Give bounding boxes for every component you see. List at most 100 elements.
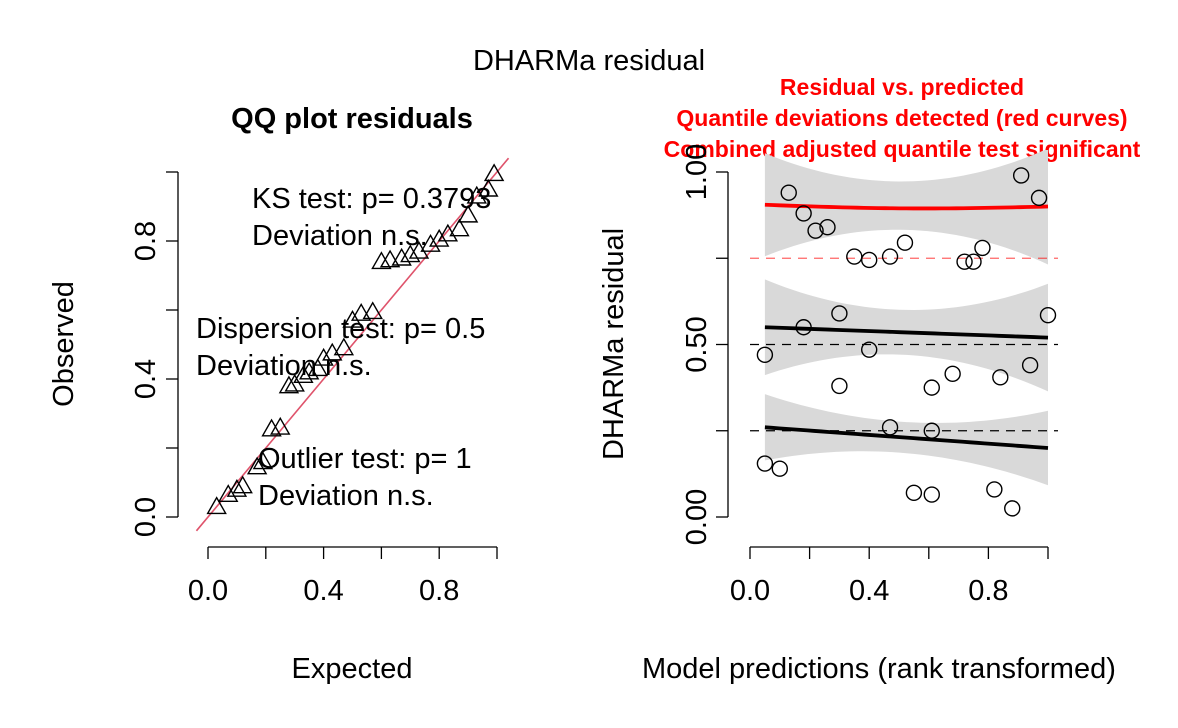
quantile-confidence-bands [764, 150, 1048, 486]
qq-y-tick-label: 0.4 [130, 359, 162, 399]
residual-point [756, 346, 774, 364]
qq-point [270, 416, 291, 435]
qq-x-axis: 0.0 0.4 0.8 [188, 546, 498, 607]
qq-point [342, 309, 363, 328]
residual-y-tick-label: 0.00 [681, 489, 713, 545]
residual-point [1039, 306, 1057, 324]
residual-point [780, 184, 797, 201]
residual-y-tick-label: 0.50 [681, 316, 713, 372]
qq-point [408, 240, 430, 259]
residual-point [1012, 167, 1030, 184]
qq-x-tick-label: 0.8 [419, 575, 459, 607]
qq-x-tick-label: 0.0 [188, 575, 228, 607]
qq-title: QQ plot residuals [231, 103, 473, 135]
quantile-fit-line [764, 202, 1049, 211]
residual-point [831, 305, 848, 322]
residual-point [881, 419, 899, 436]
residual-title-line-1: Residual vs. predicted [780, 74, 1024, 100]
qq-y-axis-label: Observed [48, 281, 80, 407]
residual-point [861, 341, 878, 358]
residual-point [1004, 500, 1021, 517]
qq-point [400, 244, 421, 263]
qq-y-tick-label: 0.8 [130, 221, 162, 261]
qq-point [379, 249, 401, 268]
figure-title: DHARMa residual [473, 45, 705, 77]
residual-point [807, 222, 824, 239]
qq-point [333, 337, 355, 356]
residual-point [1021, 357, 1039, 374]
residual-y-axis: 0.00 0.50 1.00 [681, 144, 729, 545]
residual-panel: Residual vs. predicted Quantile deviatio… [598, 74, 1141, 685]
residual-x-axis-label: Model predictions (rank transformed) [642, 653, 1116, 685]
residual-x-tick-label: 0.4 [849, 575, 889, 607]
residual-point [831, 377, 848, 395]
residual-point [923, 486, 940, 503]
dispersion-test-text: Dispersion test: p= 0.5 [196, 313, 485, 345]
qq-y-tick-label: 0.0 [130, 497, 162, 537]
residual-y-tick-label: 1.00 [681, 144, 713, 200]
residual-point [986, 481, 1003, 498]
residual-point [944, 365, 961, 383]
qq-point [252, 451, 274, 470]
qq-point [246, 456, 268, 475]
qq-points [206, 163, 505, 515]
residual-title-line-2: Quantile deviations detected (red curves… [676, 105, 1127, 131]
qq-point [350, 303, 372, 321]
residual-point [956, 253, 973, 270]
qq-point [284, 373, 305, 392]
residual-x-axis: 0.0 0.4 0.8 [730, 546, 1049, 607]
residual-point [923, 379, 940, 396]
qq-panel: QQ plot residuals 0.0 0.4 0.8 0.0 0.4 0.8 Ex… [48, 103, 510, 685]
residual-point [905, 484, 923, 502]
quantile-regression-lines [764, 202, 1049, 450]
qq-x-tick-label: 0.4 [303, 575, 343, 607]
residual-point [974, 239, 991, 257]
residual-point [965, 253, 982, 270]
residual-point [861, 251, 878, 269]
residual-points [756, 167, 1057, 517]
qq-point [278, 375, 300, 394]
residual-point [795, 319, 812, 336]
qq-point [313, 347, 334, 366]
residual-point [819, 218, 836, 236]
qq-reference-line-segment [195, 157, 510, 532]
residual-point [771, 460, 788, 477]
residual-x-tick-label: 0.8 [968, 575, 1008, 607]
qq-point [371, 251, 392, 270]
quantile-band [764, 394, 1048, 486]
residual-x-tick-label: 0.0 [730, 575, 770, 607]
ks-test-text: KS test: p= 0.3793 [252, 183, 491, 215]
qq-point [457, 204, 479, 223]
qq-point [449, 218, 470, 237]
qq-point [307, 358, 329, 377]
qq-point [428, 228, 450, 247]
qq-point [232, 475, 253, 494]
qq-point [391, 247, 412, 266]
dispersion-deviation-text: Deviation n.s. [196, 350, 372, 382]
qq-point [218, 484, 239, 503]
qq-point [298, 361, 320, 380]
qq-point [226, 478, 248, 497]
quantile-fit-line [764, 425, 1049, 450]
qq-point [206, 496, 227, 515]
residual-point [881, 248, 899, 265]
outlier-deviation-text: Deviation n.s. [258, 480, 434, 512]
quantile-fit-line [764, 325, 1049, 340]
residual-point [1030, 189, 1048, 207]
qq-point [466, 185, 487, 204]
residual-point [756, 455, 774, 472]
qq-reference-line [195, 157, 510, 532]
residual-point [923, 422, 940, 439]
qq-x-axis-label: Expected [292, 653, 413, 685]
qq-point [483, 163, 505, 182]
qq-point [293, 365, 314, 383]
residual-title-line-3: Combined adjusted quantile test signific… [664, 136, 1141, 162]
qq-point [261, 418, 282, 437]
residual-point [846, 248, 863, 265]
qq-point [478, 178, 499, 197]
residual-point [992, 369, 1009, 386]
qq-point [420, 234, 441, 252]
qq-point [362, 301, 383, 320]
residual-point [795, 205, 812, 222]
